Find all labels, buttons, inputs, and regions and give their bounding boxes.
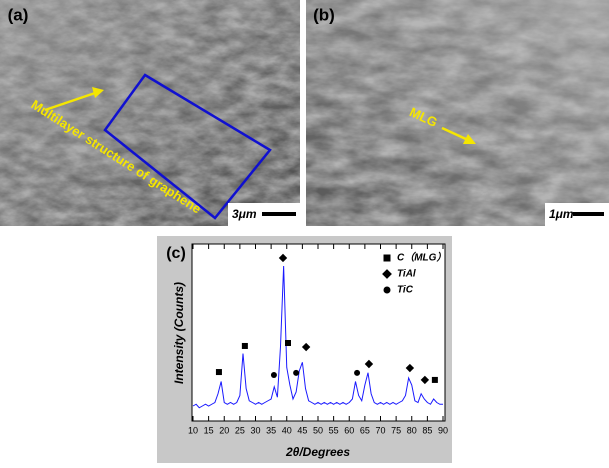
x-tick-label: 60 xyxy=(344,425,354,435)
panel-label: (b) xyxy=(313,5,335,24)
diamond-marker xyxy=(405,363,415,373)
x-axis-label: 2θ/Degrees xyxy=(285,445,350,459)
y-axis-label: Intensity (Counts) xyxy=(172,282,186,384)
circle-marker xyxy=(293,369,300,376)
scale-label: 1μm xyxy=(549,207,574,221)
x-tick-label: 20 xyxy=(219,425,229,435)
legend-label: C（MLG） xyxy=(397,252,446,264)
square-marker xyxy=(285,340,291,346)
x-tick-label: 15 xyxy=(204,425,214,435)
circle-marker xyxy=(354,369,361,376)
sem-image-b xyxy=(306,0,609,226)
diamond-marker xyxy=(278,253,288,263)
scale-label: 3μm xyxy=(232,207,257,221)
x-tick-label: 75 xyxy=(391,425,401,435)
square-marker xyxy=(383,254,391,262)
x-tick-label: 40 xyxy=(282,425,292,435)
x-tick-label: 30 xyxy=(250,425,260,435)
x-tick-label: 25 xyxy=(235,425,245,435)
x-tick-label: 65 xyxy=(360,425,370,435)
diamond-marker xyxy=(364,359,374,369)
plot-area xyxy=(191,243,446,422)
diamond-marker xyxy=(420,375,430,385)
x-tick-label: 50 xyxy=(313,425,323,435)
square-marker xyxy=(215,369,222,376)
x-tick-label: 35 xyxy=(266,425,276,435)
circle-marker xyxy=(383,286,391,294)
square-marker xyxy=(431,376,438,383)
square-marker xyxy=(241,342,248,349)
legend-label: TiC xyxy=(397,285,414,296)
x-tick-label: 10 xyxy=(188,425,198,435)
legend-label: TiAl xyxy=(397,269,416,280)
x-tick-label: 55 xyxy=(329,425,339,435)
diamond-marker xyxy=(382,269,392,279)
x-tick-label: 70 xyxy=(375,425,385,435)
x-tick-label: 85 xyxy=(422,425,432,435)
xrd-line xyxy=(192,265,443,409)
x-tick-label: 90 xyxy=(438,425,448,435)
panel-label: (c) xyxy=(166,245,186,262)
sem-image-a xyxy=(0,0,300,226)
x-tick-label: 45 xyxy=(297,425,307,435)
x-tick-label: 80 xyxy=(407,425,417,435)
circle-marker xyxy=(270,372,277,379)
panel-label: (a) xyxy=(8,5,29,24)
diamond-marker xyxy=(301,342,311,352)
